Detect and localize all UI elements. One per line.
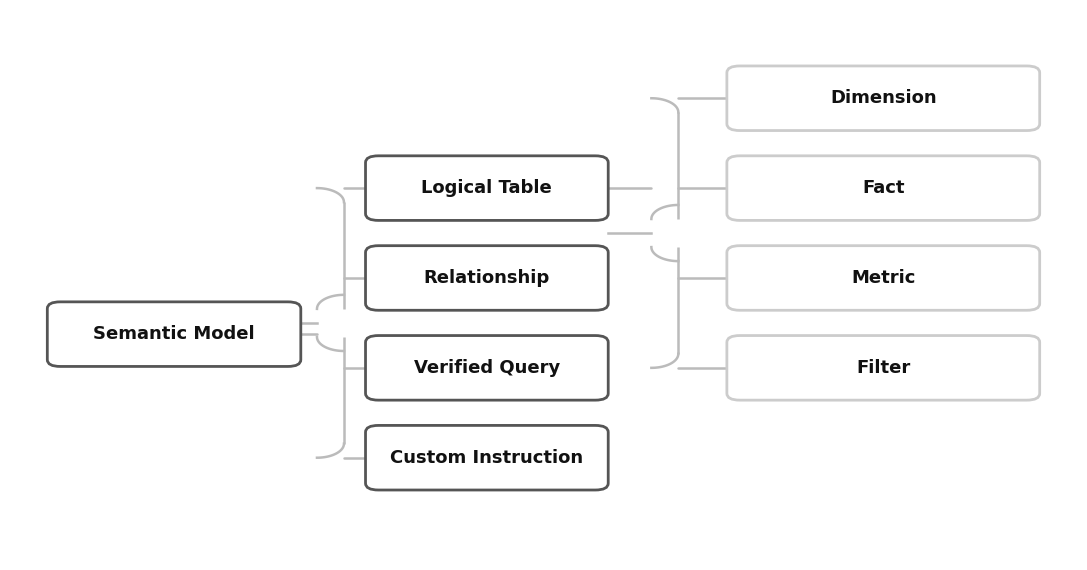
FancyBboxPatch shape [727, 156, 1039, 221]
FancyBboxPatch shape [727, 66, 1039, 131]
FancyBboxPatch shape [365, 336, 609, 400]
FancyBboxPatch shape [365, 425, 609, 490]
Text: Logical Table: Logical Table [422, 179, 552, 197]
Text: Dimension: Dimension [830, 89, 937, 107]
FancyBboxPatch shape [727, 336, 1039, 400]
Text: Fact: Fact [862, 179, 904, 197]
Text: Semantic Model: Semantic Model [93, 325, 254, 343]
FancyBboxPatch shape [365, 246, 609, 310]
Text: Relationship: Relationship [424, 269, 550, 287]
FancyBboxPatch shape [48, 302, 301, 367]
FancyBboxPatch shape [365, 156, 609, 221]
FancyBboxPatch shape [727, 246, 1039, 310]
Text: Metric: Metric [851, 269, 915, 287]
Text: Custom Instruction: Custom Instruction [390, 449, 584, 467]
Text: Verified Query: Verified Query [414, 359, 560, 377]
Text: Filter: Filter [857, 359, 911, 377]
